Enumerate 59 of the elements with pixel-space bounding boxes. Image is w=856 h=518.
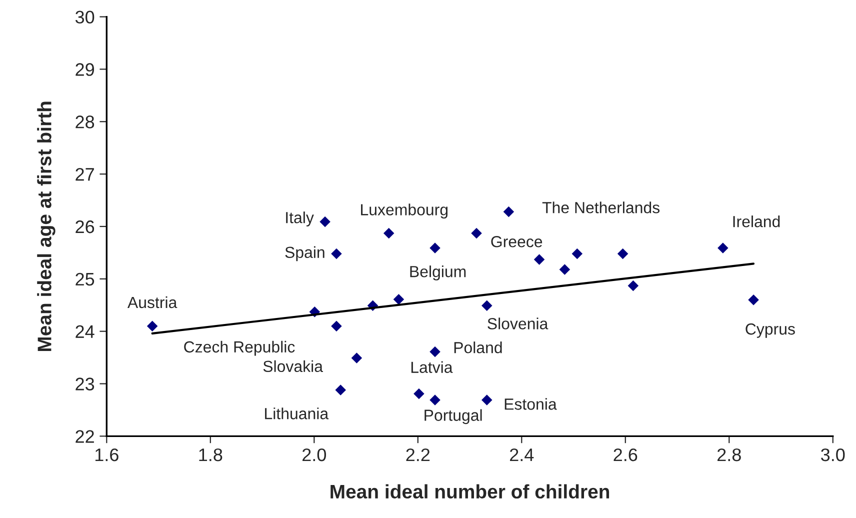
point: [534, 254, 545, 265]
point: [320, 216, 330, 228]
y-tick-label: 24: [76, 325, 94, 338]
annotation: Belgium: [410, 266, 466, 280]
annotation: Ireland: [733, 216, 780, 228]
annotation: Estonia: [504, 398, 557, 410]
point: [503, 206, 514, 218]
annotation: Lithuania: [265, 408, 329, 420]
point: [414, 388, 424, 400]
annotation: Portugal: [424, 409, 482, 424]
y-tick-label: 25: [76, 272, 94, 286]
point: [718, 242, 728, 254]
point: [748, 294, 759, 306]
x-tick-label: 1.6: [95, 448, 118, 462]
point: [331, 320, 342, 332]
point: [393, 294, 404, 305]
annotation: Cyprus: [746, 323, 795, 338]
y-axis-title: Mean ideal age at first birth: [37, 102, 56, 352]
point: [572, 248, 583, 260]
annotation: Italy: [286, 212, 314, 226]
annotation: Slovakia: [263, 360, 323, 372]
x-tick-label: 2.2: [406, 448, 430, 462]
x-tick-label: 2.6: [614, 448, 638, 462]
y-tick-label: 28: [76, 116, 94, 128]
point: [430, 242, 440, 254]
point: [482, 300, 492, 312]
point: [383, 228, 394, 239]
x-tick-label: 2.4: [510, 448, 534, 462]
annotation: Latvia: [411, 361, 453, 373]
x-tick-label: 2.8: [718, 448, 741, 462]
annotation: Austria: [127, 296, 178, 308]
point: [559, 264, 570, 275]
annotation: Slovenia: [488, 318, 548, 330]
x-axis-title: Mean ideal number of children: [330, 484, 610, 499]
point: [335, 384, 346, 396]
annotation: The Netherlands: [542, 202, 660, 214]
annotation: Spain: [285, 246, 324, 262]
y-tick-label: 29: [76, 63, 94, 76]
x-tick-label: 2.0: [302, 448, 326, 462]
point: [482, 394, 492, 406]
x-tick-label: 1.8: [199, 448, 222, 462]
y-tick-label: 27: [76, 168, 94, 181]
y-tick-label: 30: [75, 10, 94, 24]
point: [471, 228, 482, 239]
point: [351, 352, 362, 364]
point: [430, 394, 440, 406]
y-tick-label: 22: [76, 430, 94, 443]
point: [617, 248, 628, 260]
y-tick-label: 23: [76, 378, 94, 390]
annotation: Luxembourg: [361, 204, 448, 219]
annotation: Greece: [491, 236, 542, 248]
y-tick-label: 26: [76, 220, 94, 234]
point: [628, 280, 639, 292]
x-tick-label: 3.0: [821, 448, 845, 462]
point: [146, 320, 158, 332]
point: [331, 248, 342, 260]
annotation: Poland: [454, 342, 502, 354]
point: [430, 346, 440, 358]
annotation: Czech Republic: [184, 340, 295, 356]
